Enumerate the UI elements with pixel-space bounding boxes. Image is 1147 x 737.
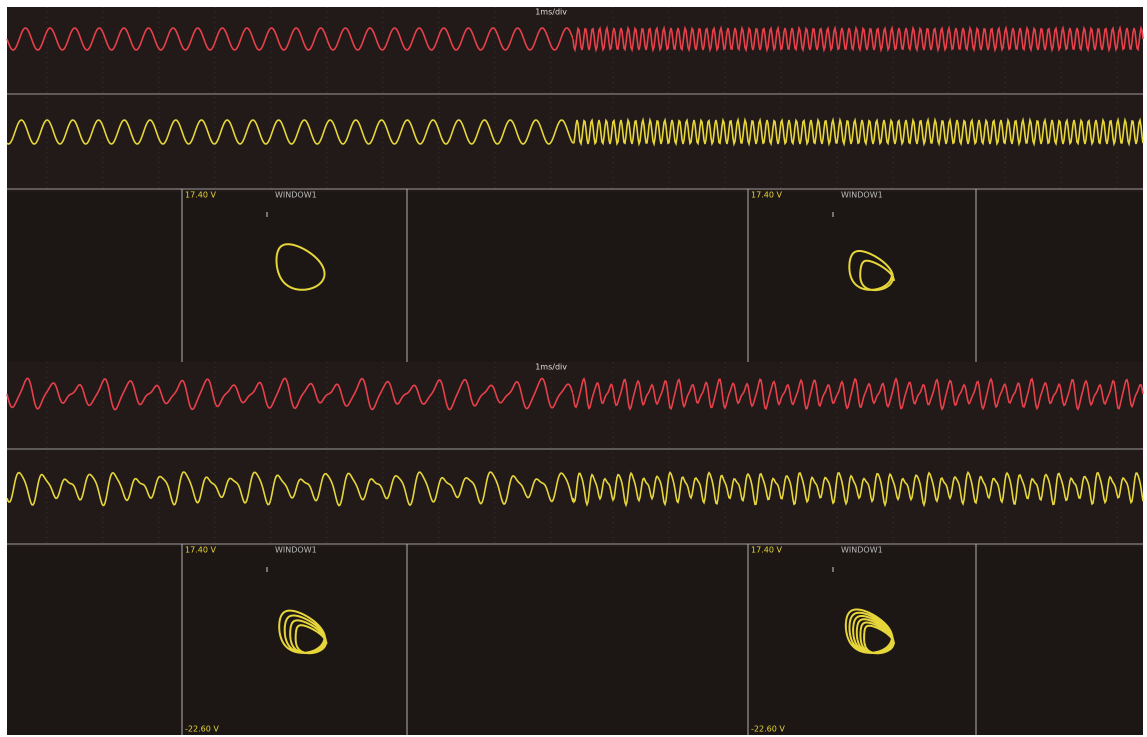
window-label: WINDOW1 (275, 546, 317, 555)
window-label: WINDOW1 (841, 546, 883, 555)
bottom-voltage-label: -22.60 V (185, 725, 219, 734)
scope-panel: 17.40 V WINDOW1 (573, 7, 1143, 362)
window-label: WINDOW1 (275, 191, 317, 200)
time-scale-label: 1ms/div (535, 363, 567, 372)
top-voltage-label: 17.40 V (185, 191, 216, 200)
top-voltage-label: 17.40 V (185, 546, 216, 555)
bottom-voltage-label: -22.60 V (751, 725, 785, 734)
page: {"panels": [ {"scale_label": "1ms/div", … (0, 0, 1147, 737)
scope-panel: 17.40 V WINDOW1 1ms/div (7, 7, 573, 362)
oscilloscope-collage: 17.40 VWINDOW11ms/div17.40 VWINDOW117.40… (0, 0, 1147, 737)
top-voltage-label: 17.40 V (751, 191, 782, 200)
scope-panel: 17.40 V WINDOW1 -22.60 V (573, 362, 1143, 735)
window-label: WINDOW1 (841, 191, 883, 200)
time-scale-label: 1ms/div (535, 8, 567, 17)
top-voltage-label: 17.40 V (751, 546, 782, 555)
scope-panel: 17.40 V WINDOW1 -22.60 V 1ms/div (7, 362, 573, 735)
